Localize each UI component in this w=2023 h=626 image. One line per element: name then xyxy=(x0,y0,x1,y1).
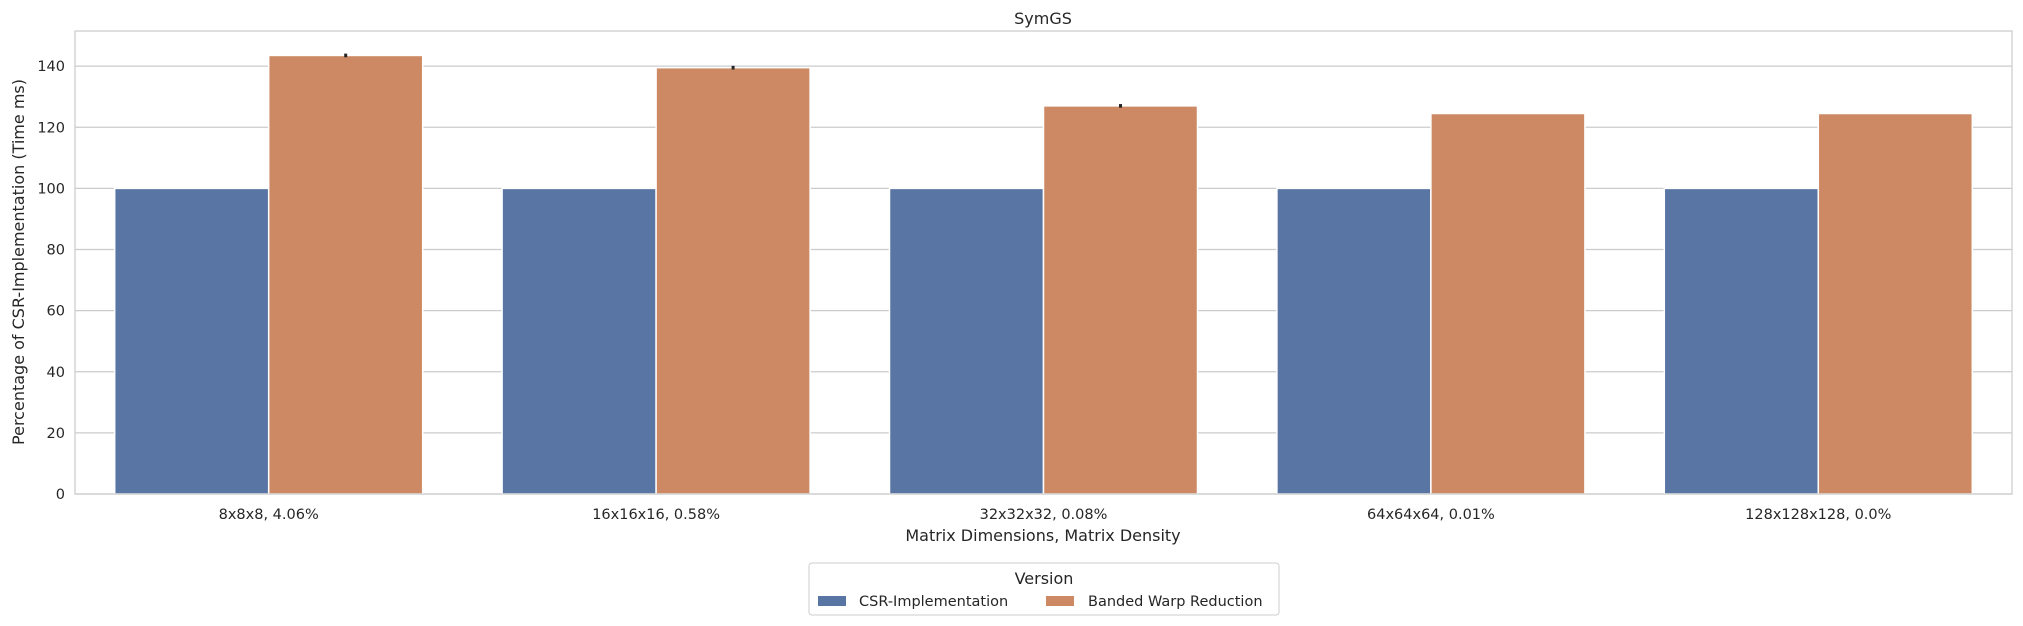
x-tick-label: 128x128x128, 0.0% xyxy=(1745,507,1891,523)
bar-banded-warp-reduction-4 xyxy=(1817,112,1974,495)
bar-banded-warp-reduction-3 xyxy=(1430,112,1586,495)
bar-csr-implementation-2 xyxy=(888,187,1045,495)
chart-title: SymGS xyxy=(1014,9,1072,28)
legend-box xyxy=(808,562,1280,616)
y-axis-label: Percentage of CSR-Implementation (Time m… xyxy=(9,79,28,445)
bar-csr-implementation-0 xyxy=(113,187,270,495)
bar-csr-implementation-4 xyxy=(1663,187,1820,495)
x-tick-label: 16x16x16, 0.58% xyxy=(592,507,720,523)
y-tick-label: 40 xyxy=(47,365,65,381)
bar-banded-warp-reduction-0 xyxy=(267,54,424,495)
x-axis-ticks: 8x8x8, 4.06% 16x16x16, 0.58% 32x32x32, 0.0… xyxy=(219,507,1892,523)
plot-frame xyxy=(74,30,2013,495)
legend-title: Version xyxy=(1015,569,1074,588)
y-tick-label: 80 xyxy=(47,243,65,259)
error-bars xyxy=(344,53,1122,108)
y-axis-ticks: 0 20 40 60 80 100 120 140 xyxy=(37,59,65,503)
bar-banded-warp-reduction-2 xyxy=(1042,105,1199,495)
legend-swatch-banded-warp-reduction xyxy=(1046,596,1074,606)
y-tick-label: 140 xyxy=(37,59,65,75)
bar-csr-implementation-3 xyxy=(1276,187,1432,495)
y-tick-label: 0 xyxy=(56,487,65,503)
x-tick-label: 32x32x32, 0.08% xyxy=(980,507,1108,523)
y-tick-label: 100 xyxy=(37,181,65,197)
legend-label-csr-implementation: CSR-Implementation xyxy=(859,594,1008,610)
x-tick-label: 8x8x8, 4.06% xyxy=(219,507,319,523)
bars xyxy=(113,54,1974,495)
y-tick-label: 20 xyxy=(47,426,65,442)
x-axis-label: Matrix Dimensions, Matrix Density xyxy=(905,526,1180,545)
bar-banded-warp-reduction-1 xyxy=(655,66,811,495)
x-tick-label: 64x64x64, 0.01% xyxy=(1367,507,1495,523)
legend-swatch-csr-implementation xyxy=(818,596,846,606)
y-tick-label: 120 xyxy=(37,120,65,136)
legend-label-banded-warp-reduction: Banded Warp Reduction xyxy=(1088,594,1263,610)
bar-csr-implementation-1 xyxy=(501,187,657,495)
y-tick-label: 60 xyxy=(47,304,65,320)
legend: Version CSR-Implementation Banded Warp R… xyxy=(808,562,1280,616)
